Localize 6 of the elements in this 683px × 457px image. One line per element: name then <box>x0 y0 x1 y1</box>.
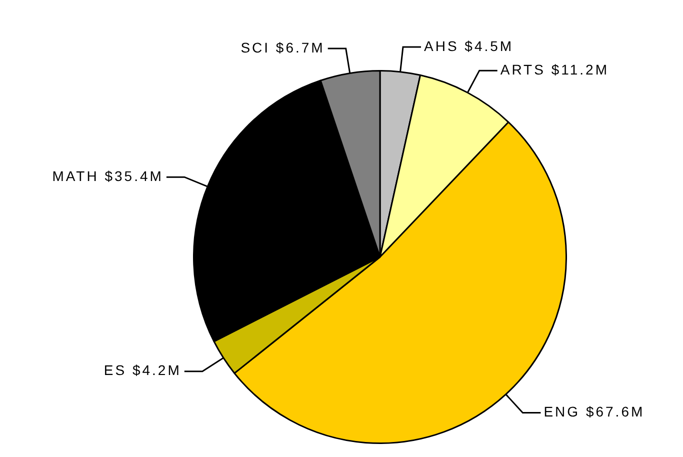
slice-label: ENG $67.6M <box>544 404 645 420</box>
slice-label: AHS $4.5M <box>424 38 514 54</box>
slice-label: SCI $6.7M <box>240 39 325 56</box>
slice-label: MATH $35.4M <box>52 168 164 184</box>
slice-label: ARTS $11.2M <box>500 61 609 78</box>
slice-label: ES $4.2M <box>104 362 182 378</box>
